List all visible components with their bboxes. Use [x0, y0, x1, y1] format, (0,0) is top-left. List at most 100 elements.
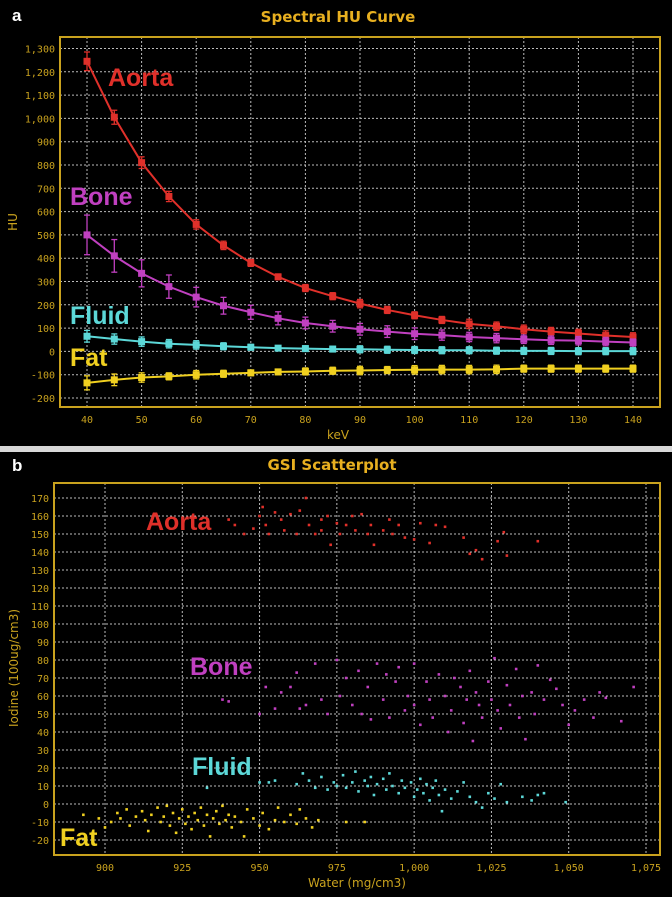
chart-b-bone-point — [385, 673, 388, 676]
chart-b-fluid-point — [335, 784, 339, 788]
chart-a-bone-point — [220, 302, 227, 310]
chart-b-fat-point — [168, 824, 172, 827]
chart-a-label-aorta: Aorta — [108, 64, 174, 92]
chart-b-aorta-point — [360, 512, 363, 516]
panel-separator — [0, 446, 672, 452]
chart-b-bone-point — [313, 662, 317, 665]
chart-b-fluid-point — [351, 781, 354, 784]
chart-a-ytick-label: -100 — [31, 371, 55, 382]
chart-b-aorta-point — [419, 521, 422, 525]
chart-b-bone-point — [468, 669, 472, 673]
chart-b-bone-point — [273, 707, 277, 710]
chart-b-aorta-point — [369, 523, 373, 527]
chart-b-bone-point — [530, 691, 533, 694]
chart-b-bone-point — [490, 698, 493, 701]
chart-b-bone-point — [604, 696, 608, 700]
chart-a-fluid-point — [411, 346, 419, 354]
chart-b-ytick-label: 130 — [31, 566, 49, 577]
chart-b-fat-point — [199, 806, 203, 809]
chart-b-ytick-label: 0 — [43, 800, 49, 811]
chart-b-fat-point — [156, 806, 159, 809]
chart-a-ytick-label: 900 — [37, 138, 55, 149]
chart-a-aorta-point — [629, 333, 637, 341]
chart-a-xtick-label: 50 — [136, 415, 148, 426]
chart-a-ytick-label: 500 — [37, 231, 55, 242]
chart-a-aorta-point — [383, 306, 391, 314]
chart-b-bone-point — [428, 698, 431, 701]
chart-a-fat-point — [493, 365, 500, 373]
chart-b-ytick-label: 150 — [31, 530, 49, 541]
chart-b-aorta-point — [434, 523, 438, 527]
chart-b-bone-point — [258, 712, 261, 716]
chart-a-aorta-point — [110, 113, 118, 121]
chart-b-bone-point — [375, 662, 379, 665]
chart-b-bone-point — [443, 694, 447, 698]
chart-b-fluid-point — [301, 772, 305, 775]
chart-b-fluid-point — [388, 772, 391, 775]
chart-b-fluid-point — [505, 800, 509, 804]
chart-b-fat-point — [128, 824, 132, 827]
chart-a-fat-point — [301, 367, 309, 375]
chart-b-fat-point — [242, 835, 246, 838]
chart-b-bone-point — [412, 662, 416, 665]
chart-a-bone-point — [83, 231, 91, 239]
chart-b-fat-point — [140, 809, 144, 813]
chart-b-ytick-label: 30 — [37, 746, 49, 757]
chart-a-fat-point — [110, 376, 118, 384]
chart-b-fluid-point — [431, 786, 434, 790]
chart-b-title: GSI Scatterplot — [267, 456, 397, 474]
chart-a-ytick-label: 600 — [37, 208, 55, 219]
chart-b-bone-point — [567, 723, 571, 727]
chart-b-fluid-point — [530, 799, 533, 802]
chart-b-fluid-point — [313, 786, 317, 790]
chart-b-bone-point — [320, 698, 323, 701]
chart-b-fat-point — [187, 815, 190, 818]
chart-b-fat-point — [109, 820, 113, 824]
chart-b-bone-point — [542, 698, 546, 701]
chart-b-bone-point — [295, 671, 298, 674]
chart-a-bone-point — [274, 314, 282, 322]
chart-b-fluid-point — [437, 793, 441, 797]
chart-b-fluid-point — [397, 791, 400, 795]
chart-b-fat-point — [227, 813, 230, 817]
chart-a-fat-point — [629, 365, 637, 373]
chart-b-fluid-point — [468, 795, 472, 799]
chart-b-bone-point — [366, 685, 370, 689]
chart-b-ytick-label: 140 — [31, 548, 49, 559]
chart-a-aorta-point — [493, 322, 500, 330]
chart-b-fat-point — [230, 826, 234, 829]
chart-b-fluid-point — [354, 770, 357, 773]
chart-a-fat-point — [329, 367, 337, 375]
chart-a-aorta-point — [602, 332, 610, 340]
chart-b-aorta-point — [381, 529, 385, 532]
chart-b-bone-point — [221, 698, 224, 701]
chart-b-fat-point — [283, 820, 286, 824]
chart-a-fluid-point — [356, 345, 364, 353]
chart-b-aorta-point — [403, 536, 407, 539]
chart-b-fat-point — [211, 817, 215, 820]
chart-a-fluid-point — [465, 346, 473, 354]
chart-b-bone-point — [227, 700, 230, 703]
chart-b-aorta-point — [351, 514, 354, 518]
chart-b-aorta-point — [338, 532, 342, 536]
chart-a-bone-point — [493, 334, 500, 342]
chart-a-xtick-label: 100 — [406, 415, 424, 426]
chart-b-ytick-label: 60 — [37, 692, 49, 703]
chart-b-bone-point — [573, 709, 577, 712]
chart-b-aorta-point — [279, 518, 283, 521]
chart-b-bone-point — [517, 716, 521, 719]
chart-b-aorta-point — [298, 509, 302, 512]
chart-b-ytick-label: 90 — [37, 638, 49, 649]
chart-a-xtick-label: 140 — [624, 415, 642, 426]
chart-b-ytick-label: 110 — [31, 602, 49, 613]
chart-b-fluid-point — [542, 791, 546, 795]
chart-b-fluid-point — [267, 781, 271, 784]
chart-b-aorta-point — [391, 532, 394, 536]
chart-b-aorta-point — [335, 521, 339, 525]
chart-a-xtick-label: 90 — [354, 415, 366, 426]
chart-a-ylabel: HU — [6, 213, 20, 231]
chart-b-bone-point — [474, 691, 478, 694]
chart-a-ytick-label: 1,000 — [25, 114, 55, 125]
chart-b-ytick-label: 50 — [37, 710, 49, 721]
chart-b-bone-point — [397, 665, 400, 669]
